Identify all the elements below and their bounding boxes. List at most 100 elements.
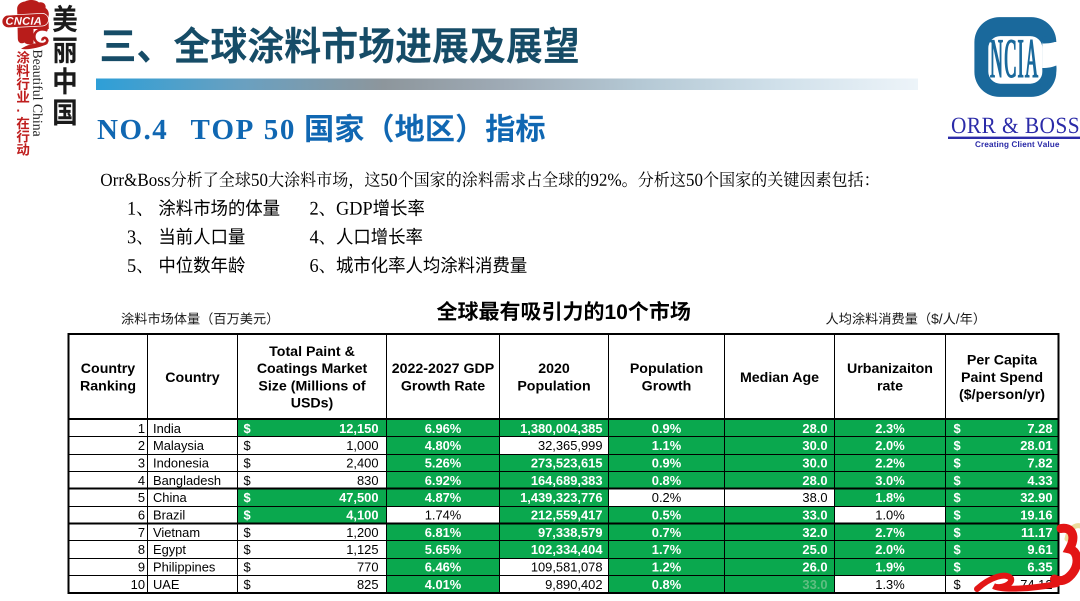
- svg-text:Growth: Growth: [642, 378, 692, 394]
- svg-text:$: $: [954, 525, 961, 540]
- svg-text:Population: Population: [517, 378, 590, 394]
- svg-text:Country: Country: [165, 370, 219, 386]
- svg-text:$: $: [244, 438, 251, 453]
- svg-text:11.17: 11.17: [1021, 525, 1053, 540]
- svg-text:$: $: [244, 421, 251, 436]
- svg-text:1,439,323,776: 1,439,323,776: [520, 490, 602, 505]
- svg-text:10: 10: [131, 577, 145, 592]
- svg-text:1.8%: 1.8%: [875, 490, 905, 505]
- svg-text:Vietnam: Vietnam: [153, 525, 200, 540]
- svg-text:$: $: [244, 525, 251, 540]
- svg-text:0.9%: 0.9%: [652, 421, 682, 436]
- svg-text:Indonesia: Indonesia: [153, 456, 210, 471]
- svg-text:1.3%: 1.3%: [875, 577, 904, 592]
- svg-text:6.35: 6.35: [1027, 560, 1052, 575]
- svg-text:2.7%: 2.7%: [875, 525, 905, 540]
- svg-text:6.96%: 6.96%: [425, 421, 462, 436]
- svg-text:Population: Population: [630, 361, 703, 377]
- svg-text:32,365,999: 32,365,999: [538, 438, 603, 453]
- svg-text:273,523,615: 273,523,615: [531, 456, 603, 471]
- svg-text:$: $: [244, 577, 251, 592]
- svg-text:33.0: 33.0: [802, 577, 827, 592]
- svg-text:7: 7: [138, 525, 145, 540]
- svg-text:12,150: 12,150: [339, 421, 378, 436]
- svg-text:164,689,383: 164,689,383: [531, 473, 603, 488]
- svg-text:Coatings Market: Coatings Market: [257, 361, 368, 377]
- svg-text:Ranking: Ranking: [80, 378, 136, 394]
- svg-text:$: $: [954, 473, 961, 488]
- svg-text:7.28: 7.28: [1027, 421, 1052, 436]
- svg-text:4.33: 4.33: [1027, 473, 1052, 488]
- svg-text:India: India: [153, 421, 182, 436]
- svg-text:$: $: [954, 577, 961, 592]
- svg-text:1.0%: 1.0%: [875, 508, 904, 523]
- svg-text:28.0: 28.0: [802, 473, 827, 488]
- svg-text:2.0%: 2.0%: [875, 438, 905, 453]
- svg-text:2020: 2020: [538, 361, 570, 377]
- svg-text:($/person/yr): ($/person/yr): [959, 387, 1045, 403]
- svg-text:0.7%: 0.7%: [652, 525, 682, 540]
- svg-text:Brazil: Brazil: [153, 508, 185, 523]
- svg-text:5: 5: [138, 490, 145, 505]
- svg-text:1,200: 1,200: [346, 525, 378, 540]
- svg-text:4,100: 4,100: [346, 508, 378, 523]
- svg-text:$: $: [954, 560, 961, 575]
- svg-text:5.26%: 5.26%: [425, 456, 462, 471]
- svg-text:$: $: [244, 508, 251, 523]
- svg-text:1.74%: 1.74%: [425, 508, 462, 523]
- svg-text:1,380,004,385: 1,380,004,385: [520, 421, 602, 436]
- svg-text:32.0: 32.0: [802, 525, 827, 540]
- svg-text:1: 1: [138, 421, 145, 436]
- svg-text:6.46%: 6.46%: [425, 560, 462, 575]
- svg-text:Median Age: Median Age: [740, 370, 819, 386]
- svg-text:2.0%: 2.0%: [875, 542, 905, 557]
- svg-text:3.0%: 3.0%: [875, 473, 905, 488]
- svg-text:$: $: [244, 490, 251, 505]
- svg-text:25.0: 25.0: [802, 542, 827, 557]
- svg-text:2.2%: 2.2%: [875, 456, 905, 471]
- svg-text:6.92%: 6.92%: [425, 473, 462, 488]
- svg-text:8: 8: [138, 542, 145, 557]
- svg-text:0.5%: 0.5%: [652, 508, 682, 523]
- svg-text:109,581,078: 109,581,078: [531, 560, 603, 575]
- svg-text:0.8%: 0.8%: [652, 473, 682, 488]
- svg-text:$: $: [244, 542, 251, 557]
- svg-text:2022-2027 GDP: 2022-2027 GDP: [392, 361, 495, 377]
- svg-text:830: 830: [357, 473, 379, 488]
- svg-text:6: 6: [138, 508, 145, 523]
- svg-text:2,400: 2,400: [346, 456, 378, 471]
- svg-text:$: $: [954, 456, 961, 471]
- svg-text:$: $: [954, 421, 961, 436]
- svg-text:1,000: 1,000: [346, 438, 378, 453]
- svg-text:26.0: 26.0: [802, 560, 827, 575]
- svg-text:32.90: 32.90: [1020, 490, 1052, 505]
- svg-text:Egypt: Egypt: [153, 542, 186, 557]
- svg-text:4.87%: 4.87%: [425, 490, 462, 505]
- svg-text:9.61: 9.61: [1027, 542, 1052, 557]
- svg-text:0.2%: 0.2%: [652, 490, 681, 505]
- svg-text:770: 770: [357, 560, 379, 575]
- svg-text:Malaysia: Malaysia: [153, 438, 205, 453]
- svg-text:7.82: 7.82: [1027, 456, 1052, 471]
- svg-text:$: $: [244, 456, 251, 471]
- svg-text:1.7%: 1.7%: [652, 542, 682, 557]
- svg-text:USDs): USDs): [291, 396, 334, 412]
- svg-text:2.3%: 2.3%: [875, 421, 905, 436]
- svg-text:Growth Rate: Growth Rate: [401, 378, 485, 394]
- svg-text:47,500: 47,500: [339, 490, 378, 505]
- svg-text:5.65%: 5.65%: [425, 542, 462, 557]
- svg-text:Urbanizaiton: Urbanizaiton: [847, 361, 933, 377]
- svg-text:212,559,417: 212,559,417: [531, 508, 603, 523]
- svg-text:0.8%: 0.8%: [652, 577, 682, 592]
- svg-text:9: 9: [138, 560, 145, 575]
- svg-text:$: $: [954, 508, 961, 523]
- svg-text:China: China: [153, 490, 188, 505]
- svg-text:$: $: [954, 490, 961, 505]
- svg-text:1.1%: 1.1%: [652, 438, 682, 453]
- svg-text:Total Paint &: Total Paint &: [269, 344, 355, 360]
- svg-text:6.81%: 6.81%: [425, 525, 462, 540]
- svg-text:0.9%: 0.9%: [652, 456, 682, 471]
- svg-text:1,125: 1,125: [346, 542, 378, 557]
- svg-text:$: $: [954, 542, 961, 557]
- svg-text:Philippines: Philippines: [153, 560, 215, 575]
